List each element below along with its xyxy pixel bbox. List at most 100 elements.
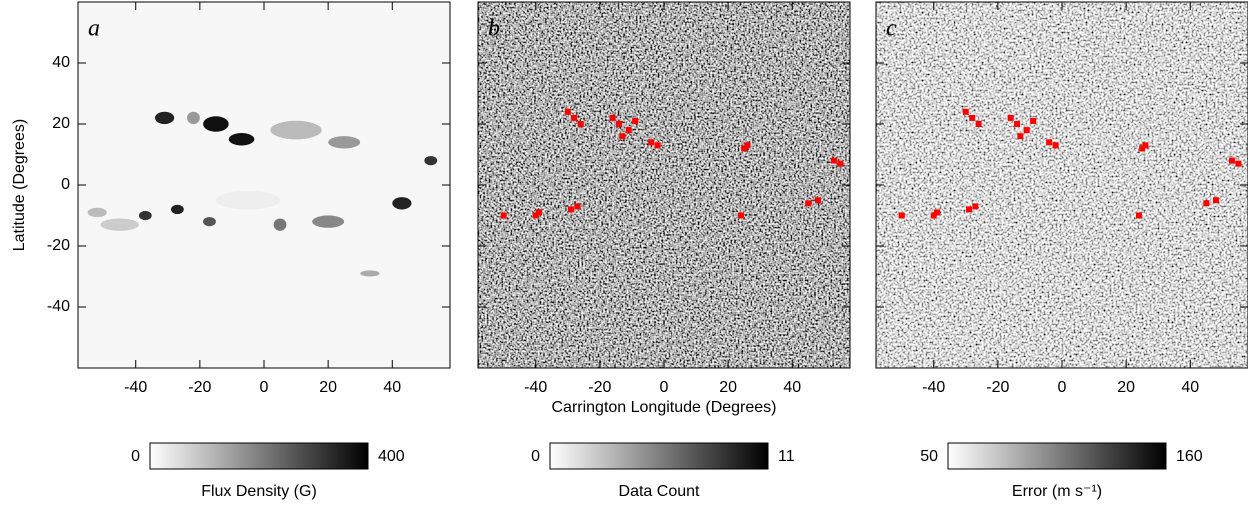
flagged-pixel: [609, 114, 616, 121]
flagged-pixel: [616, 121, 623, 127]
panel-label: b: [488, 16, 500, 42]
flagged-pixel: [962, 108, 969, 115]
colorbar-label: Data Count: [619, 483, 700, 500]
flagged-pixel: [975, 121, 982, 127]
x-tick-label: 0: [660, 379, 669, 396]
x-tick-label: 20: [319, 379, 337, 396]
flagged-pixel: [805, 200, 812, 207]
flagged-pixel: [574, 203, 581, 210]
x-tick-label: -20: [986, 379, 1009, 396]
x-tick-label: 40: [1181, 379, 1199, 396]
panel-label: c: [886, 16, 897, 42]
flagged-pixel: [1030, 117, 1037, 124]
flux-spot: [312, 215, 345, 228]
colorbar-label: Flux Density (G): [201, 483, 317, 500]
flagged-pixel: [1228, 157, 1235, 164]
flux-spot: [424, 155, 438, 166]
x-axis-label: Carrington Longitude (Degrees): [551, 399, 776, 416]
flux-spot: [100, 218, 139, 231]
flagged-pixel: [814, 197, 821, 204]
flux-spot: [270, 120, 322, 140]
image-noise: [478, 2, 850, 368]
flagged-pixel: [1135, 212, 1142, 219]
colorbar: [947, 442, 1167, 470]
flux-spot: [154, 111, 175, 125]
colorbar-max: 160: [1176, 448, 1203, 465]
flagged-pixel: [1023, 127, 1030, 134]
colorbar: [549, 442, 769, 470]
flux-spot: [228, 133, 255, 146]
colorbar: [149, 442, 369, 470]
colorbar-min: 0: [531, 448, 540, 465]
flagged-pixel: [625, 127, 632, 134]
flagged-pixel: [1235, 160, 1242, 167]
flagged-pixel: [1212, 197, 1219, 204]
x-tick-label: 0: [260, 379, 269, 396]
x-tick-label: -20: [188, 379, 211, 396]
flagged-pixel: [898, 212, 905, 219]
flagged-pixel: [1139, 145, 1146, 152]
x-tick-label: 0: [1058, 379, 1067, 396]
flagged-pixel: [535, 209, 542, 216]
y-tick-label: -20: [47, 237, 70, 254]
colorbar-max: 400: [378, 448, 405, 465]
colorbar-min: 50: [920, 448, 938, 465]
y-tick-label: 0: [61, 176, 70, 193]
flux-spot: [215, 190, 280, 210]
flagged-pixel: [837, 160, 844, 167]
flagged-pixel: [966, 206, 972, 213]
x-tick-label: 20: [719, 379, 737, 396]
y-tick-label: 40: [52, 54, 70, 71]
x-tick-label: 20: [1117, 379, 1135, 396]
y-tick-label: -40: [47, 298, 70, 315]
flagged-pixel: [969, 114, 976, 121]
panel: a -40 -20 0 20 40 -40 -20 0 20 40 Latitude (Degrees…: [11, 1, 451, 500]
flagged-pixel: [648, 139, 655, 146]
flagged-pixel: [933, 209, 940, 216]
flux-spot: [187, 111, 200, 125]
flux-spot: [203, 116, 229, 132]
flagged-pixel: [500, 212, 507, 219]
x-tick-label: 40: [783, 379, 801, 396]
flagged-pixel: [1052, 142, 1059, 149]
flagged-pixel: [564, 108, 571, 115]
flagged-pixel: [1014, 121, 1021, 127]
flux-spot: [87, 207, 107, 218]
flagged-pixel: [1007, 114, 1014, 121]
flagged-pixel: [930, 212, 937, 219]
flagged-pixel: [1203, 200, 1210, 207]
colorbar-min: 0: [131, 448, 140, 465]
x-tick-label: -40: [922, 379, 945, 396]
y-axis-label: Latitude (Degrees): [11, 119, 28, 252]
image-background: [78, 2, 450, 368]
flagged-pixel: [737, 212, 744, 219]
flagged-pixel: [830, 157, 837, 164]
flagged-pixel: [632, 117, 639, 124]
flagged-pixel: [568, 206, 574, 213]
flagged-pixel: [619, 133, 626, 140]
flagged-pixel: [744, 142, 751, 149]
flagged-pixel: [741, 145, 748, 152]
flux-spot: [138, 210, 152, 221]
panel-label: a: [88, 16, 100, 42]
colorbar-label: Error (m s⁻¹): [1012, 483, 1102, 500]
flux-spot: [273, 218, 287, 231]
flagged-pixel: [532, 212, 539, 219]
x-tick-label: -40: [524, 379, 547, 396]
panel: c -40 -20 0 20 40 50 160 Error (m s⁻¹): [875, 1, 1248, 500]
flux-spot: [360, 270, 380, 277]
x-tick-label: -40: [124, 379, 147, 396]
x-tick-label: -20: [588, 379, 611, 396]
flagged-pixel: [571, 114, 578, 121]
flagged-pixel: [577, 121, 584, 127]
flux-spot: [171, 204, 184, 215]
x-tick-label: 40: [383, 379, 401, 396]
flagged-pixel: [1046, 139, 1053, 146]
image-noise: [876, 2, 1248, 368]
flagged-pixel: [972, 203, 979, 210]
flagged-pixel: [654, 142, 661, 149]
y-tick-label: 20: [52, 115, 70, 132]
colorbar-max: 11: [778, 448, 795, 465]
flagged-pixel: [1142, 142, 1149, 149]
